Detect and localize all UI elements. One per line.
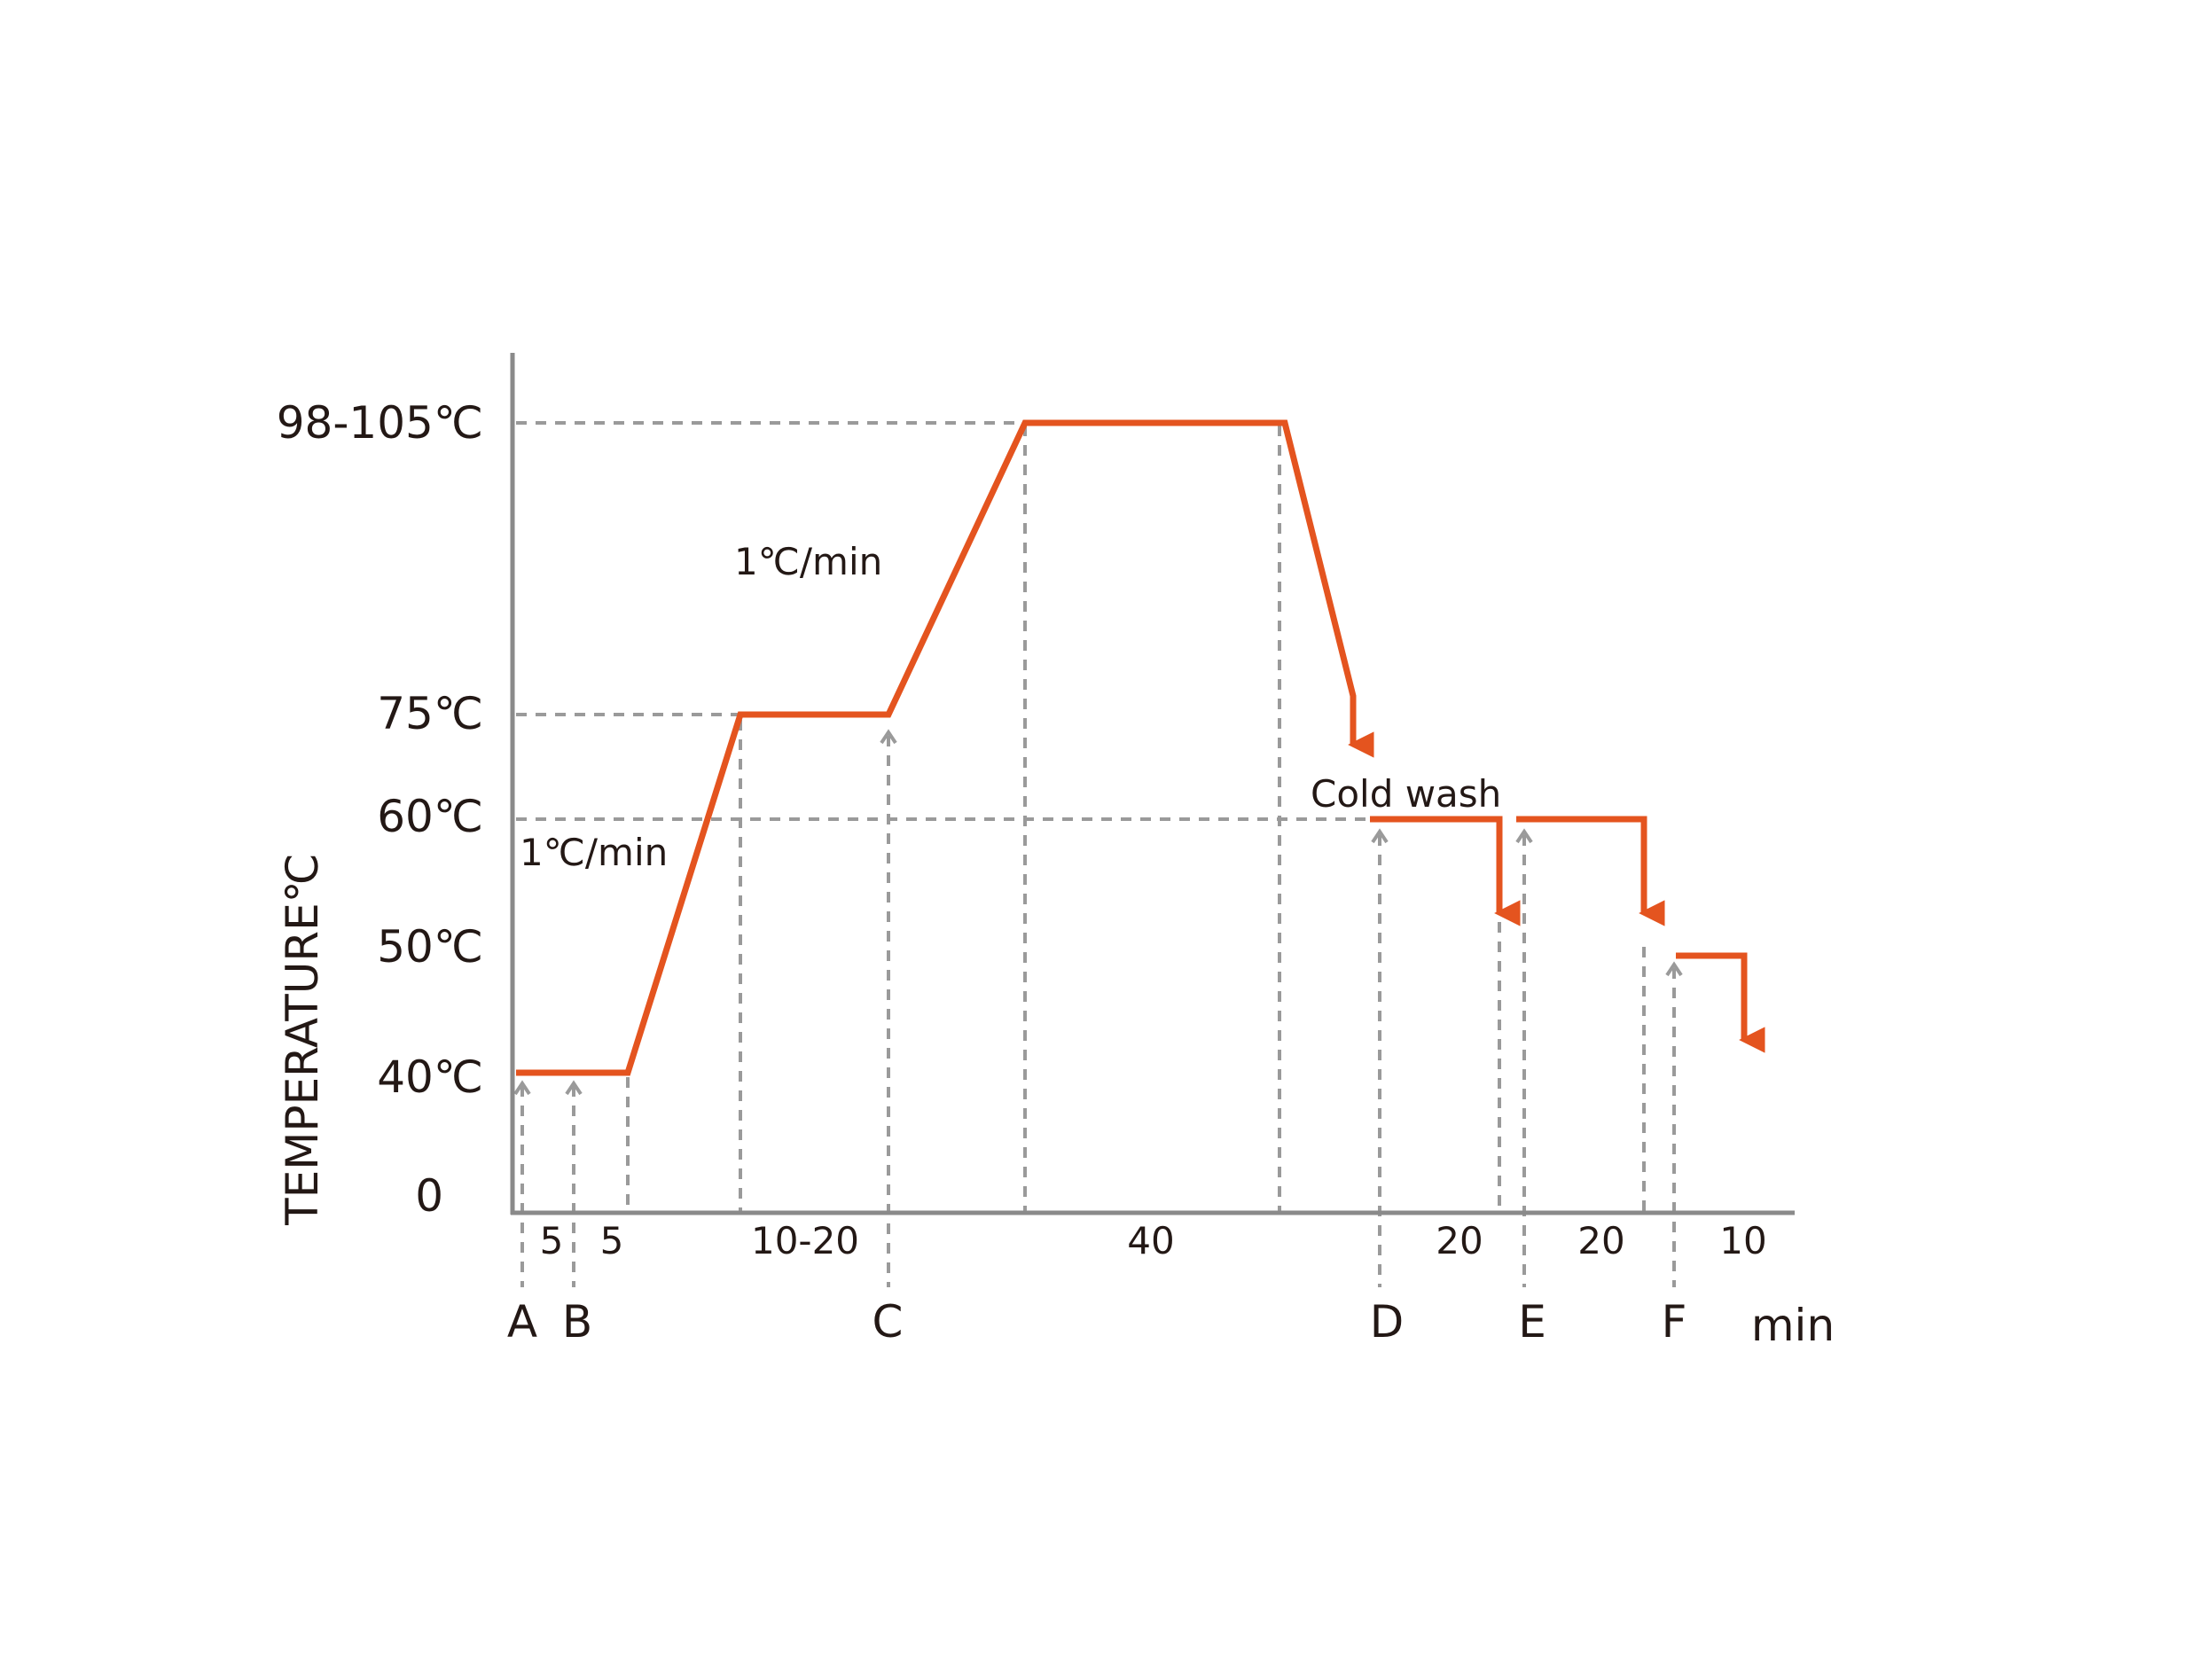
guide-arrowhead <box>565 1080 583 1096</box>
marker-label-a: A <box>507 1296 537 1348</box>
y-tick-label: 60℃ <box>377 791 483 842</box>
marker-label-d: D <box>1370 1296 1405 1348</box>
guide-arrowhead <box>1665 961 1683 977</box>
y-tick-label: 75℃ <box>377 688 483 739</box>
guide-arrowhead <box>513 1080 531 1096</box>
heating-rate-upper: 1℃/min <box>734 540 882 583</box>
duration-label: 5 <box>540 1219 564 1262</box>
drain-step-1 <box>1370 816 1521 926</box>
marker-label-f: F <box>1662 1296 1687 1348</box>
guide-arrowhead <box>880 729 897 745</box>
y-tick-label: 98-105℃ <box>277 397 483 449</box>
drain-step-3 <box>1676 952 1765 1053</box>
heating-rate-lower: 1℃/min <box>520 831 668 874</box>
profile-main-line <box>516 419 1374 1076</box>
duration-label: 20 <box>1436 1219 1483 1262</box>
marker-label-b: B <box>562 1296 592 1348</box>
marker-label-c: C <box>873 1296 904 1348</box>
duration-label: 40 <box>1127 1219 1174 1262</box>
guide-arrowhead <box>1515 828 1533 844</box>
y-axis-title: TEMPERATURE℃ <box>277 853 328 1226</box>
duration-label: 20 <box>1577 1219 1624 1262</box>
y-tick-label: 0 <box>415 1170 443 1222</box>
x-axis-unit: min <box>1751 1300 1835 1351</box>
y-tick-label: 50℃ <box>377 921 483 973</box>
temperature-profile <box>516 419 1765 1076</box>
duration-label: 10-20 <box>751 1219 859 1262</box>
drain-step-2 <box>1516 816 1665 926</box>
cold-wash-label: Cold wash <box>1311 772 1501 816</box>
guide-arrowheads <box>513 729 1683 1096</box>
guide-arrowhead <box>1371 828 1389 844</box>
marker-label-e: E <box>1518 1296 1546 1348</box>
duration-label: 10 <box>1719 1219 1766 1262</box>
y-tick-label: 40℃ <box>377 1051 483 1103</box>
duration-label: 5 <box>600 1219 624 1262</box>
